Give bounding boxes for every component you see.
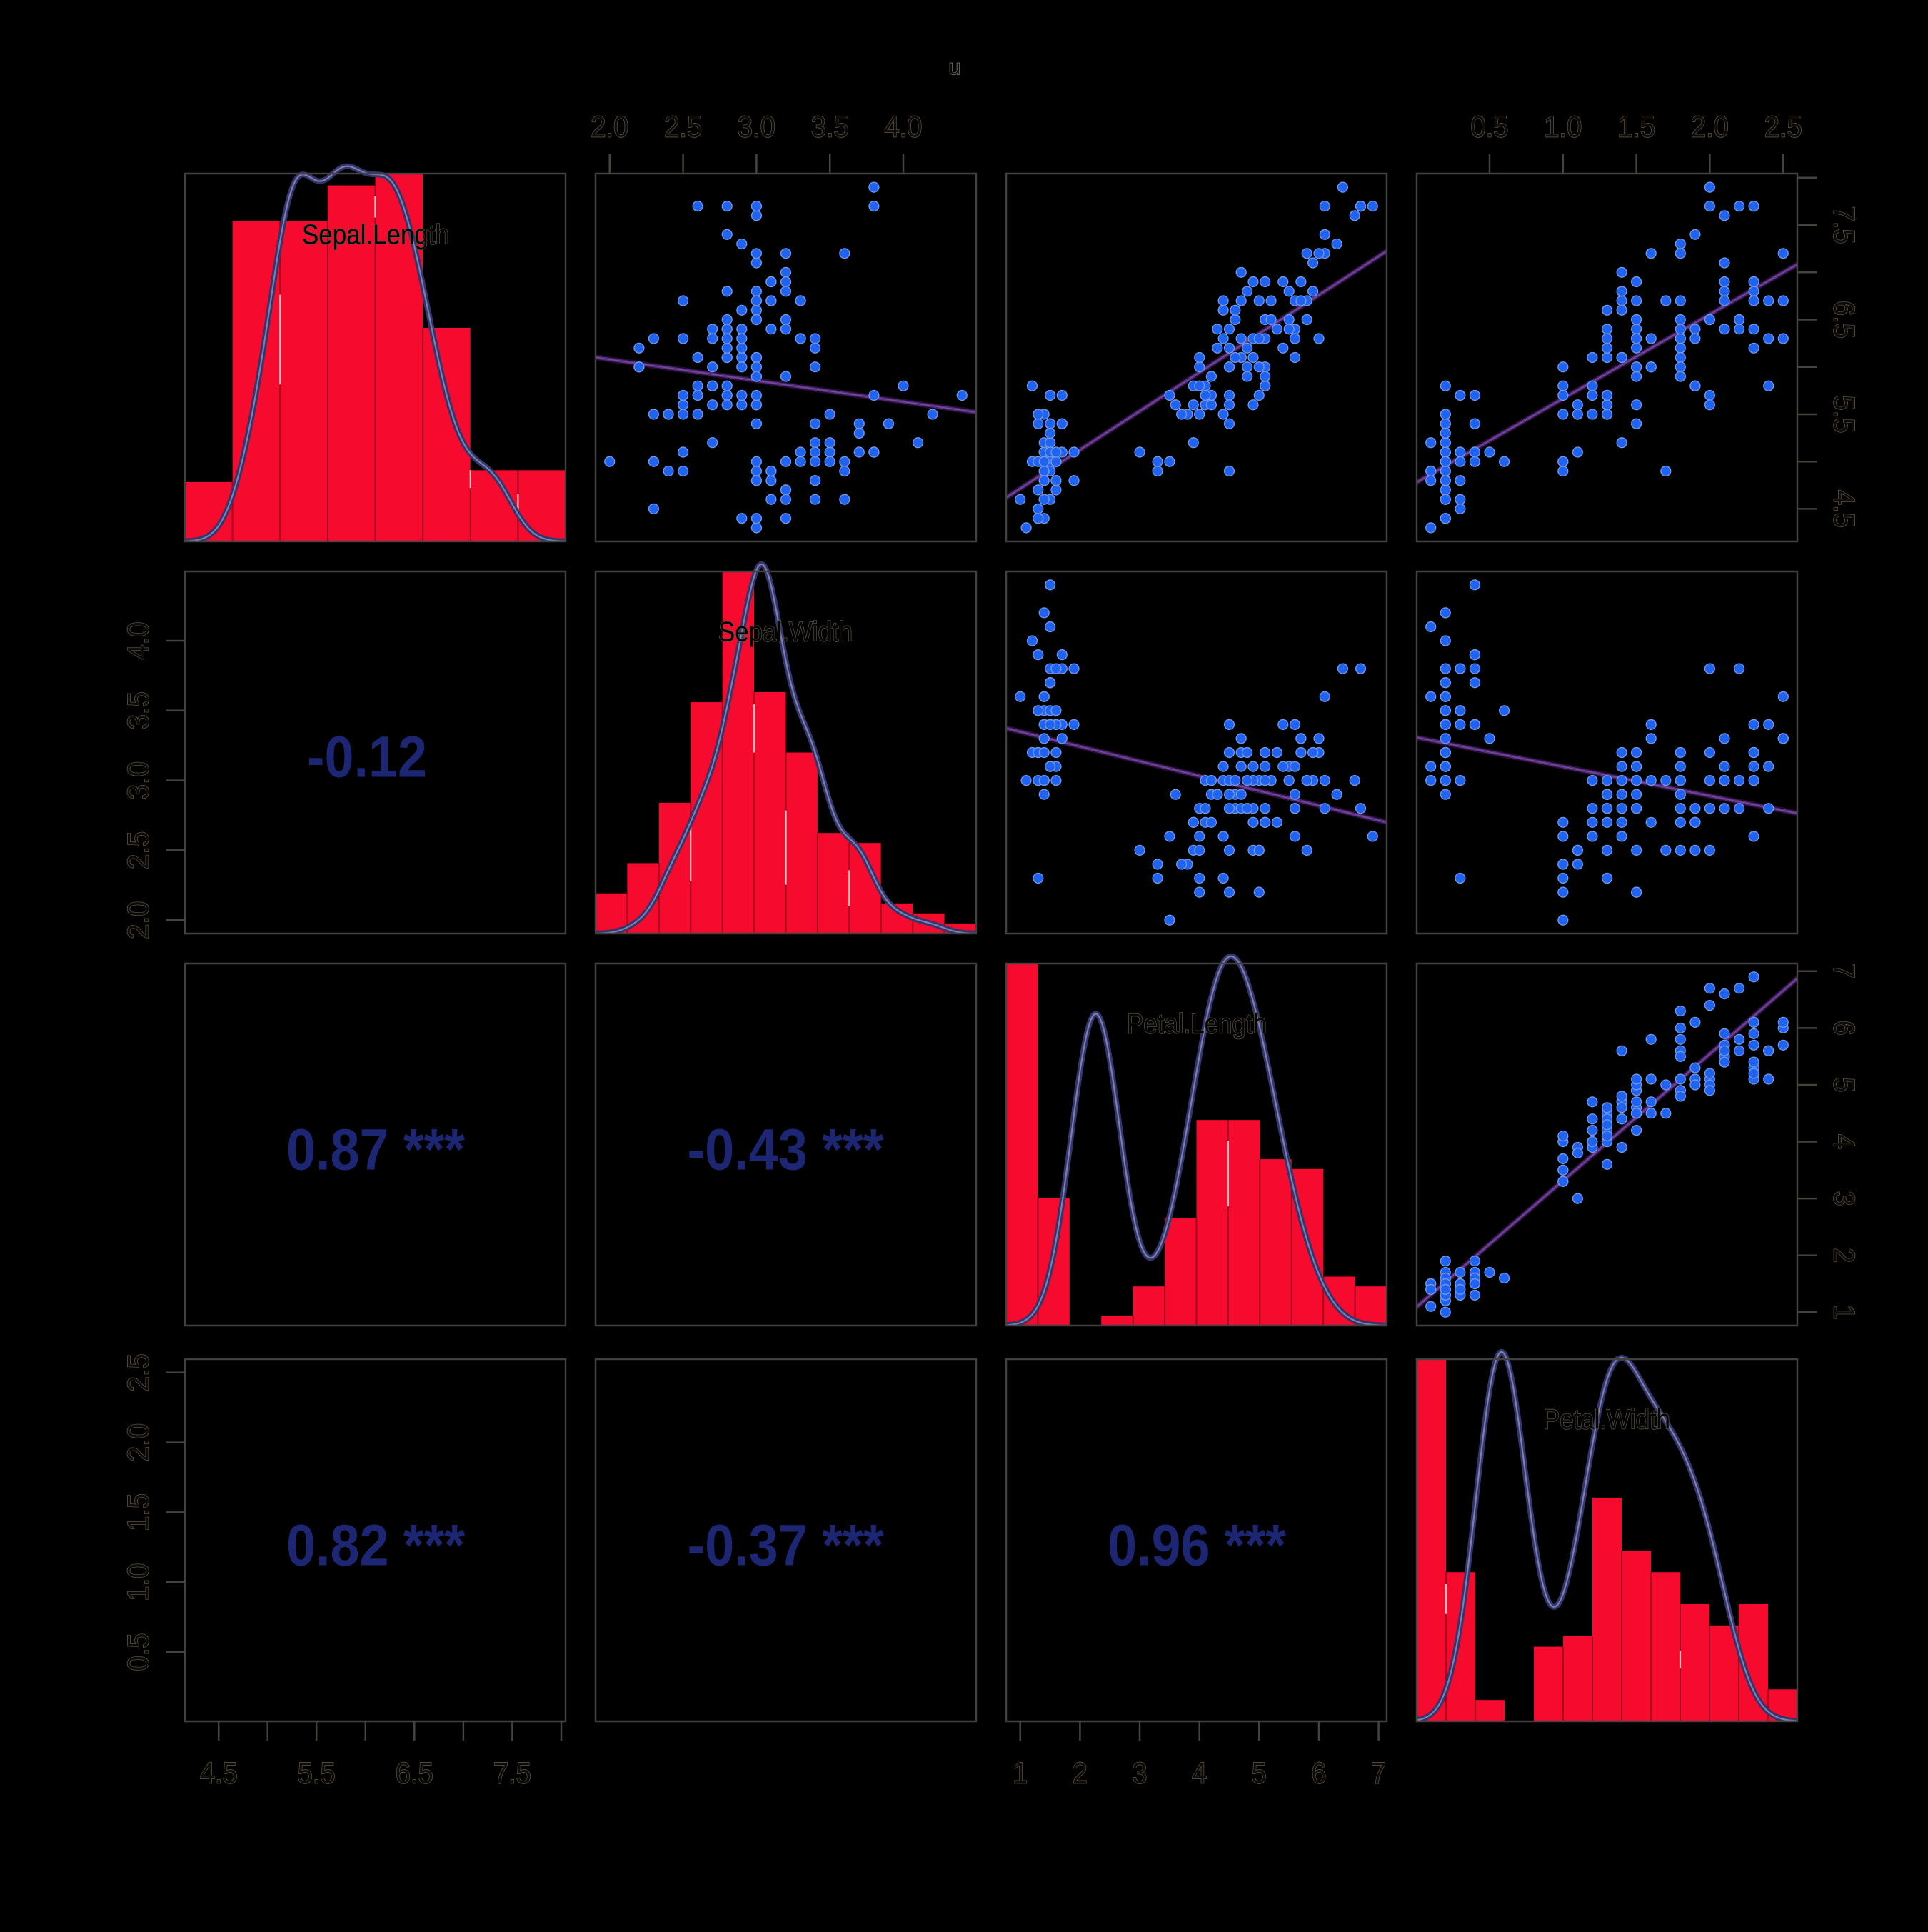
svg-text:1: 1 [1013, 1756, 1028, 1790]
svg-text:2.5: 2.5 [121, 831, 155, 869]
svg-text:3.0: 3.0 [121, 761, 155, 799]
svg-text:2.0: 2.0 [591, 110, 628, 144]
svg-text:2.0: 2.0 [121, 901, 155, 939]
svg-text:5.5: 5.5 [298, 1756, 336, 1790]
svg-text:Petal.Width: Petal.Width [1543, 1405, 1670, 1436]
svg-text:2.5: 2.5 [664, 110, 702, 144]
svg-text:2.0: 2.0 [121, 1423, 155, 1461]
svg-text:1.5: 1.5 [1617, 110, 1655, 144]
svg-text:1: 1 [1828, 1305, 1862, 1320]
svg-text:5: 5 [1828, 1078, 1862, 1093]
svg-text:0.82 ***: 0.82 *** [286, 1513, 465, 1578]
svg-text:0.5: 0.5 [121, 1633, 155, 1671]
svg-text:u: u [949, 56, 961, 79]
svg-text:7.5: 7.5 [493, 1756, 531, 1790]
svg-text:7: 7 [1371, 1756, 1386, 1790]
svg-text:3.5: 3.5 [121, 691, 155, 729]
svg-text:6: 6 [1828, 1021, 1862, 1036]
svg-text:4.5: 4.5 [1828, 490, 1862, 528]
svg-text:-0.37 ***: -0.37 *** [688, 1513, 884, 1578]
svg-text:6.5: 6.5 [396, 1756, 433, 1790]
svg-text:4.0: 4.0 [885, 110, 923, 144]
svg-text:-0.12: -0.12 [307, 725, 427, 790]
svg-text:Petal.Length: Petal.Length [1127, 1009, 1267, 1040]
svg-text:1.0: 1.0 [1544, 110, 1582, 144]
svg-text:3.0: 3.0 [738, 110, 775, 144]
svg-text:4.0: 4.0 [121, 622, 155, 660]
svg-text:3: 3 [1828, 1191, 1862, 1206]
svg-text:5.5: 5.5 [1828, 396, 1862, 434]
svg-text:3.5: 3.5 [811, 110, 849, 144]
svg-text:5: 5 [1252, 1756, 1267, 1790]
svg-text:0.87 ***: 0.87 *** [286, 1118, 465, 1183]
svg-text:7.5: 7.5 [1828, 206, 1862, 244]
svg-text:6: 6 [1312, 1756, 1327, 1790]
svg-text:2.0: 2.0 [1691, 110, 1729, 144]
svg-text:Sepal.Width: Sepal.Width [718, 617, 853, 648]
svg-text:2: 2 [1073, 1756, 1088, 1790]
svg-text:4: 4 [1192, 1756, 1207, 1790]
svg-text:0.5: 0.5 [1471, 110, 1509, 144]
svg-text:2.5: 2.5 [1764, 110, 1802, 144]
svg-text:1.0: 1.0 [121, 1563, 155, 1601]
svg-text:2: 2 [1828, 1248, 1862, 1263]
svg-text:6.5: 6.5 [1828, 301, 1862, 339]
svg-text:7: 7 [1828, 964, 1862, 978]
svg-text:0.96 ***: 0.96 *** [1108, 1513, 1286, 1578]
svg-text:4: 4 [1828, 1134, 1862, 1149]
svg-text:2.5: 2.5 [121, 1353, 155, 1391]
svg-text:4.5: 4.5 [200, 1756, 238, 1790]
svg-text:-0.43 ***: -0.43 *** [688, 1118, 884, 1183]
svg-text:Sepal.Length: Sepal.Length [302, 220, 449, 251]
svg-text:1.5: 1.5 [121, 1493, 155, 1531]
svg-text:3: 3 [1133, 1756, 1148, 1790]
